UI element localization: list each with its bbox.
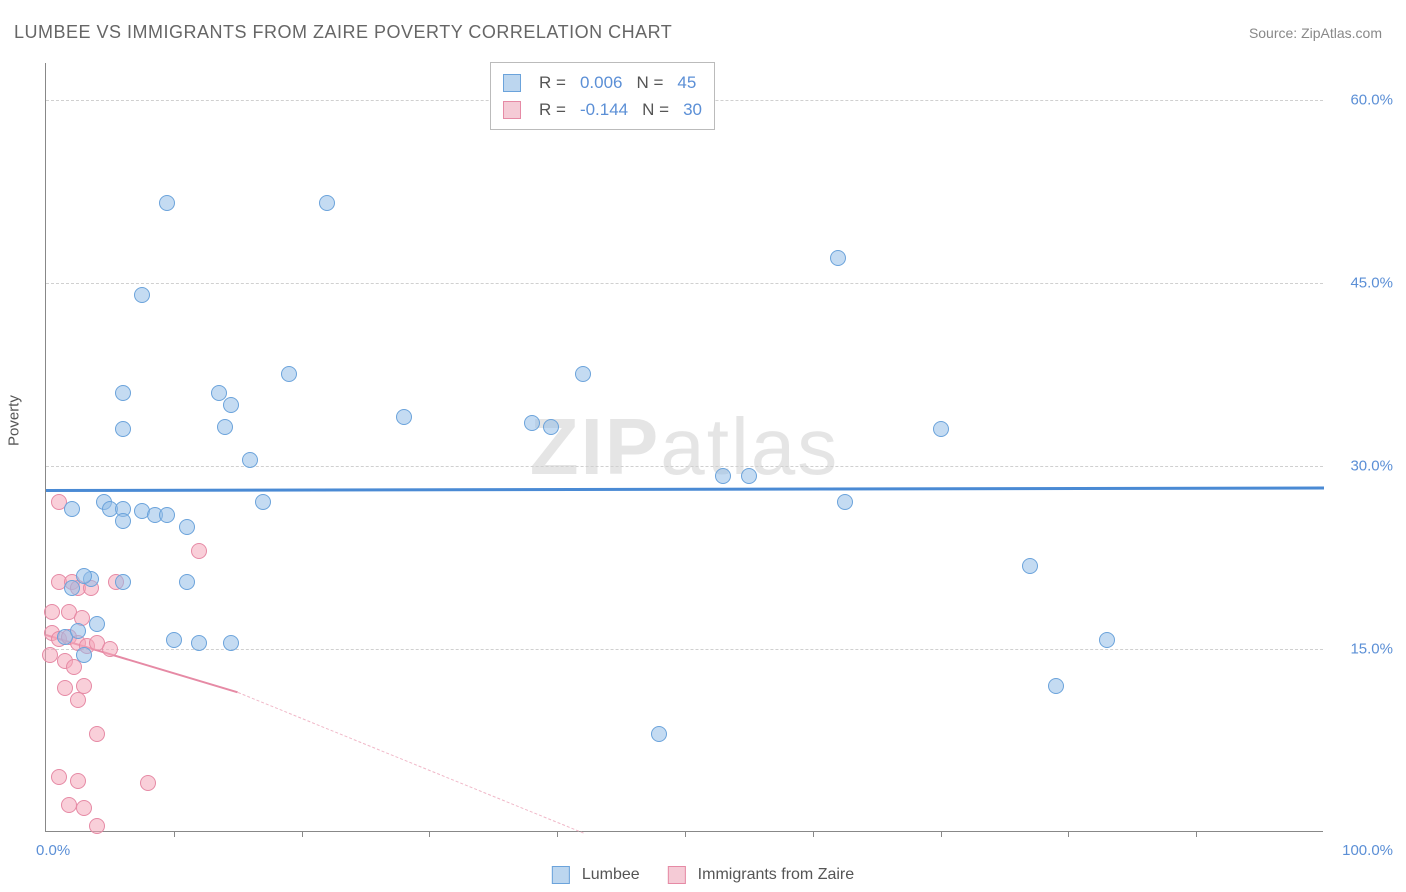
x-min-label: 0.0% xyxy=(36,842,70,859)
scatter-point xyxy=(76,568,92,584)
scatter-point xyxy=(281,366,297,382)
scatter-point xyxy=(44,604,60,620)
scatter-point xyxy=(223,397,239,413)
x-tick xyxy=(685,831,686,837)
scatter-point xyxy=(1099,632,1115,648)
scatter-point xyxy=(89,818,105,834)
scatter-point xyxy=(159,195,175,211)
scatter-point xyxy=(396,409,412,425)
scatter-point xyxy=(57,680,73,696)
scatter-point xyxy=(524,415,540,431)
scatter-point xyxy=(166,632,182,648)
scatter-point xyxy=(179,574,195,590)
scatter-point xyxy=(134,287,150,303)
scatter-point xyxy=(191,635,207,651)
scatter-point xyxy=(837,494,853,510)
trend-line xyxy=(46,487,1324,492)
y-tick-label: 30.0% xyxy=(1350,457,1393,474)
scatter-point xyxy=(217,419,233,435)
x-tick xyxy=(429,831,430,837)
scatter-point xyxy=(140,775,156,791)
scatter-point xyxy=(64,580,80,596)
gridline xyxy=(46,649,1323,650)
chart-source: Source: ZipAtlas.com xyxy=(1249,25,1382,41)
scatter-point xyxy=(211,385,227,401)
scatter-point xyxy=(715,468,731,484)
x-tick xyxy=(813,831,814,837)
scatter-point xyxy=(70,773,86,789)
scatter-point xyxy=(242,452,258,468)
chart-container: LUMBEE VS IMMIGRANTS FROM ZAIRE POVERTY … xyxy=(0,0,1406,892)
x-tick xyxy=(557,831,558,837)
x-tick xyxy=(1068,831,1069,837)
swatch-icon xyxy=(552,866,570,884)
legend-item: Immigrants from Zaire xyxy=(668,866,854,884)
trend-line xyxy=(237,692,582,833)
y-tick-label: 15.0% xyxy=(1350,640,1393,657)
scatter-point xyxy=(741,468,757,484)
stats-legend-box: R =0.006N =45R =-0.144N =30 xyxy=(490,62,715,130)
watermark: ZIPatlas xyxy=(530,401,839,493)
scatter-point xyxy=(115,574,131,590)
scatter-point xyxy=(933,421,949,437)
scatter-point xyxy=(575,366,591,382)
scatter-point xyxy=(102,641,118,657)
stats-row: R =0.006N =45 xyxy=(503,69,702,96)
scatter-point xyxy=(1048,678,1064,694)
scatter-point xyxy=(223,635,239,651)
scatter-point xyxy=(89,616,105,632)
y-tick-label: 45.0% xyxy=(1350,274,1393,291)
scatter-point xyxy=(179,519,195,535)
series-legend: Lumbee Immigrants from Zaire xyxy=(552,866,854,884)
x-tick xyxy=(1196,831,1197,837)
scatter-point xyxy=(830,250,846,266)
stats-row: R =-0.144N =30 xyxy=(503,96,702,123)
scatter-point xyxy=(319,195,335,211)
scatter-point xyxy=(115,421,131,437)
scatter-point xyxy=(159,507,175,523)
scatter-point xyxy=(191,543,207,559)
swatch-icon xyxy=(668,866,686,884)
scatter-point xyxy=(61,797,77,813)
scatter-point xyxy=(70,692,86,708)
chart-title: LUMBEE VS IMMIGRANTS FROM ZAIRE POVERTY … xyxy=(14,22,672,43)
gridline xyxy=(46,466,1323,467)
scatter-point xyxy=(51,769,67,785)
scatter-point xyxy=(543,419,559,435)
swatch-icon xyxy=(503,101,521,119)
y-axis-label: Poverty xyxy=(6,395,23,446)
x-max-label: 100.0% xyxy=(1342,842,1393,859)
gridline xyxy=(46,283,1323,284)
plot-area: ZIPatlas 15.0%30.0%45.0%60.0%0.0%100.0% xyxy=(45,63,1323,832)
x-tick xyxy=(174,831,175,837)
scatter-point xyxy=(64,501,80,517)
x-tick xyxy=(302,831,303,837)
x-tick xyxy=(941,831,942,837)
scatter-point xyxy=(115,513,131,529)
scatter-point xyxy=(76,800,92,816)
scatter-point xyxy=(1022,558,1038,574)
scatter-point xyxy=(255,494,271,510)
legend-item: Lumbee xyxy=(552,866,640,884)
scatter-point xyxy=(76,678,92,694)
swatch-icon xyxy=(503,74,521,92)
scatter-point xyxy=(76,647,92,663)
scatter-point xyxy=(651,726,667,742)
scatter-point xyxy=(70,623,86,639)
scatter-point xyxy=(42,647,58,663)
scatter-point xyxy=(89,726,105,742)
scatter-point xyxy=(115,385,131,401)
y-tick-label: 60.0% xyxy=(1350,91,1393,108)
